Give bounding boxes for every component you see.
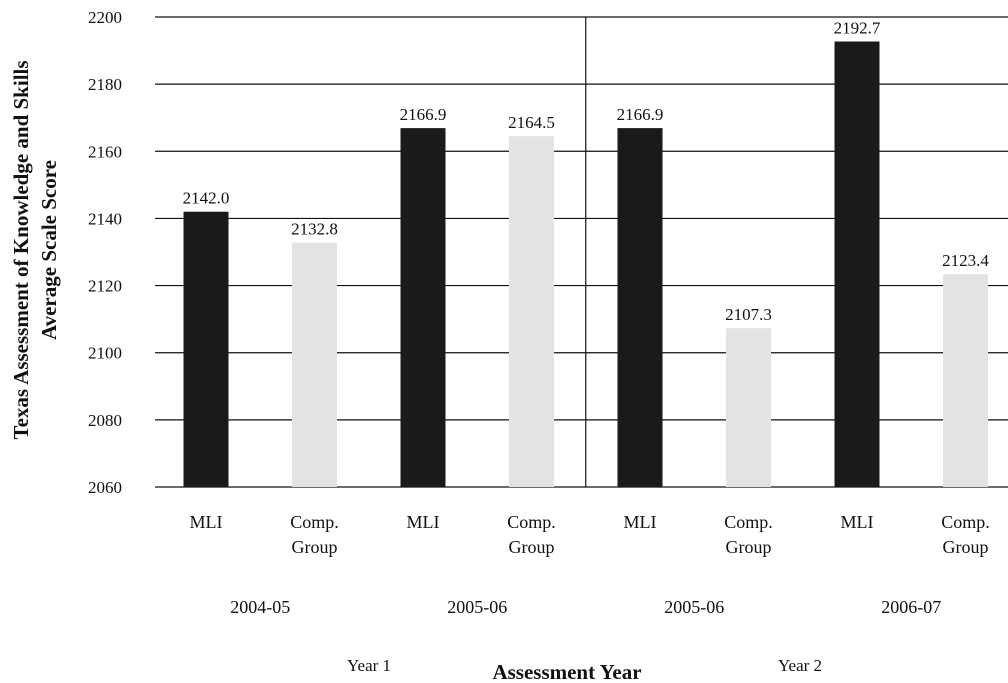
bar [292,242,337,487]
period-label: Year 1 [347,656,391,675]
category-label: MLI [407,512,440,532]
bars [183,41,988,487]
assessment-year-label: 2006-07 [881,597,941,617]
value-label: 2142.0 [183,189,230,208]
y-tick-label: 2080 [88,411,122,430]
assessment-year-label: 2004-05 [230,597,290,617]
bar [726,328,771,487]
y-tick-label: 2120 [88,277,122,296]
value-labels: 2142.0 2132.8 2166.9 2164.5 2166.9 2107.3 2192… [183,19,990,325]
assessment-year-label: 2005-06 [447,597,507,617]
category-label: MLI [190,512,223,532]
bar [509,136,554,487]
y-axis-label-line-1: Texas Assessment of Knowledge and Skills [9,60,33,439]
category-label: MLI [841,512,874,532]
y-tick-label: 2180 [88,75,122,94]
y-tick-label: 2060 [88,478,122,497]
category-label: Comp. [724,512,773,532]
y-tick-labels: 2060 2080 2100 2120 2140 2160 2180 2200 [88,8,122,497]
y-axis-label-line-2: Average Scale Score [37,160,61,340]
category-label: Group [509,537,555,557]
value-label: 2132.8 [291,220,338,239]
category-label: Comp. [941,512,990,532]
x-axis-label: Assessment Year [492,660,641,683]
category-label: Comp. [290,512,339,532]
bar [943,274,988,487]
category-label: Group [292,537,338,557]
y-tick-label: 2100 [88,344,122,363]
y-tick-label: 2140 [88,209,122,228]
bar [183,211,229,487]
period-label: Year 2 [778,656,822,675]
bar [400,128,446,487]
category-labels: MLI Comp. Group MLI Comp. Group MLI Comp. Group M… [190,512,990,557]
value-label: 2166.9 [617,105,664,124]
value-label: 2192.7 [834,19,881,38]
value-label: 2164.5 [508,113,555,132]
value-label: 2107.3 [725,305,772,324]
bar [834,41,880,487]
category-label: Comp. [507,512,556,532]
bar [617,128,663,487]
y-tick-label: 2160 [88,142,122,161]
value-label: 2123.4 [942,251,989,270]
y-tick-label: 2200 [88,8,122,27]
assessment-year-label: 2005-06 [664,597,724,617]
assessment-year-labels: 2004-05 2005-06 2005-06 2006-07 [230,597,941,617]
value-label: 2166.9 [400,105,447,124]
period-labels: Year 1 Year 2 [347,656,822,675]
gridlines [155,16,1008,488]
category-label: Group [943,537,989,557]
category-label: MLI [624,512,657,532]
category-label: Group [726,537,772,557]
